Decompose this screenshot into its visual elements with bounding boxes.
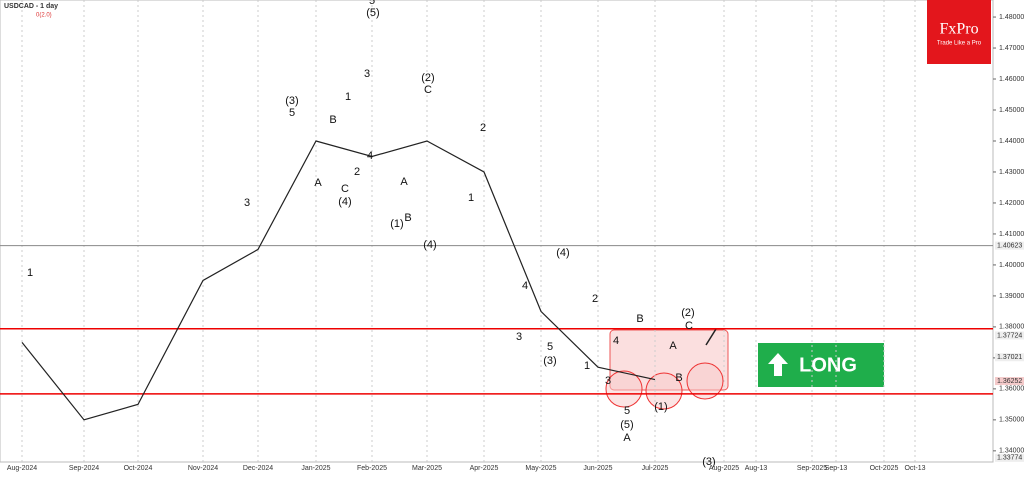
price-label: 1.37021 [997, 354, 1022, 361]
wave-label: 2 [480, 122, 486, 134]
wave-label: 5 [547, 341, 553, 353]
wave-label: 1 [27, 267, 33, 279]
x-tick-label: Oct-2024 [124, 465, 153, 472]
chart-subtitle: 0(2.0) [36, 13, 52, 19]
y-tick-label: 1.48000 [999, 14, 1024, 21]
wave-label: B [675, 372, 682, 384]
wave-label: (4) [556, 247, 569, 259]
arrow [705, 328, 717, 346]
wave-label: A [623, 432, 631, 444]
wave-label: 4 [613, 335, 619, 347]
wave-label: 1 [468, 192, 474, 204]
x-tick-label: Nov-2024 [188, 465, 218, 472]
wave-label: B [329, 114, 336, 126]
x-tick-label: Jan-2025 [301, 465, 330, 472]
x-tick-label: Mar-2025 [412, 465, 442, 472]
x-tick-label: Oct-13 [904, 465, 925, 472]
x-tick-label: Jun-2025 [583, 465, 612, 472]
x-tick-label: Sep-2024 [69, 465, 99, 472]
wave-label: (5) [620, 419, 633, 431]
wave-label: C [685, 320, 693, 332]
wave-label: (2) [681, 307, 694, 319]
chart-title: USDCAD - 1 day [4, 3, 58, 10]
price-label-box [995, 453, 1024, 462]
x-tick-label: Aug-13 [745, 465, 768, 472]
y-tick-label: 1.38000 [999, 324, 1024, 331]
signal-label: LONG [799, 354, 857, 376]
wave-label: B [404, 212, 411, 224]
x-tick-label: Oct-2025 [870, 465, 899, 472]
y-tick-label: 1.41000 [999, 231, 1024, 238]
wave-label: (3) [285, 95, 298, 107]
y-tick-label: 1.42000 [999, 200, 1024, 207]
wave-label: (3) [543, 355, 556, 367]
y-tick-label: 1.36000 [999, 386, 1024, 393]
wave-label: A [314, 177, 322, 189]
up-arrow-icon [768, 353, 788, 376]
wave-label: 5 [289, 107, 295, 119]
y-tick-label: 1.43000 [999, 169, 1024, 176]
circle [605, 370, 643, 408]
y-tick-label: 1.44000 [999, 138, 1024, 145]
x-tick-label: Jul-2025 [642, 465, 669, 472]
x-tick-label: Dec-2024 [243, 465, 273, 472]
wave-label: 3 [244, 197, 250, 209]
x-tick-label: Sep-2025 [797, 465, 827, 472]
wave-label: (4) [338, 196, 351, 208]
y-tick-label: 1.34000 [999, 448, 1024, 455]
price-label-box [995, 377, 1024, 386]
price-label-box [995, 241, 1024, 250]
price-label: 1.37724 [997, 332, 1022, 339]
price-line [21, 140, 656, 421]
wave-label: C [341, 183, 349, 195]
logo-tagline: Trade Like a Pro [937, 41, 982, 47]
wave-label: (2) [421, 72, 434, 84]
wave-label: (5) [366, 7, 379, 19]
wave-label: 5 [369, 0, 375, 7]
wave-label: 1 [584, 360, 590, 372]
wave-label: (3) [702, 456, 715, 468]
wave-label: 5 [624, 405, 630, 417]
wave-label: 4 [522, 280, 528, 292]
wave-label: 2 [354, 166, 360, 178]
wave-label: 1 [345, 91, 351, 103]
price-label: 1.33774 [997, 455, 1022, 462]
wave-label: A [400, 176, 408, 188]
circle [686, 362, 724, 400]
y-tick-label: 1.35000 [999, 417, 1024, 424]
wave-label: 3 [516, 331, 522, 343]
wave-label: 4 [367, 150, 373, 162]
wave-label: (4) [423, 239, 436, 251]
price-label: 1.36252 [997, 378, 1022, 385]
x-tick-label: Sep-13 [825, 465, 848, 472]
price-label-box [995, 331, 1024, 340]
wave-label: 2 [592, 293, 598, 305]
wave-label: 3 [605, 375, 611, 387]
x-tick-label: Feb-2025 [357, 465, 387, 472]
y-tick-label: 1.47000 [999, 45, 1024, 52]
wave-label: (1) [654, 401, 667, 413]
y-tick-label: 1.39000 [999, 293, 1024, 300]
wave-label: B [636, 313, 643, 325]
wave-label: 3 [364, 68, 370, 80]
logo: FxPro [939, 21, 978, 38]
plot-area [0, 0, 994, 463]
x-tick-label: Aug-2024 [7, 465, 37, 472]
price-label-box [995, 353, 1024, 362]
y-tick-label: 1.40000 [999, 262, 1024, 269]
price-label: 1.40623 [997, 242, 1022, 249]
x-tick-label: Aug-2025 [709, 465, 739, 472]
x-tick-label: Apr-2025 [470, 465, 499, 472]
y-tick-label: 1.45000 [999, 107, 1024, 114]
wave-label: C [424, 84, 432, 96]
y-tick-label: 1.46000 [999, 76, 1024, 83]
x-tick-label: May-2025 [525, 465, 556, 472]
wave-label: (1) [390, 218, 403, 230]
wave-label: A [669, 340, 677, 352]
logo-box [927, 0, 991, 64]
